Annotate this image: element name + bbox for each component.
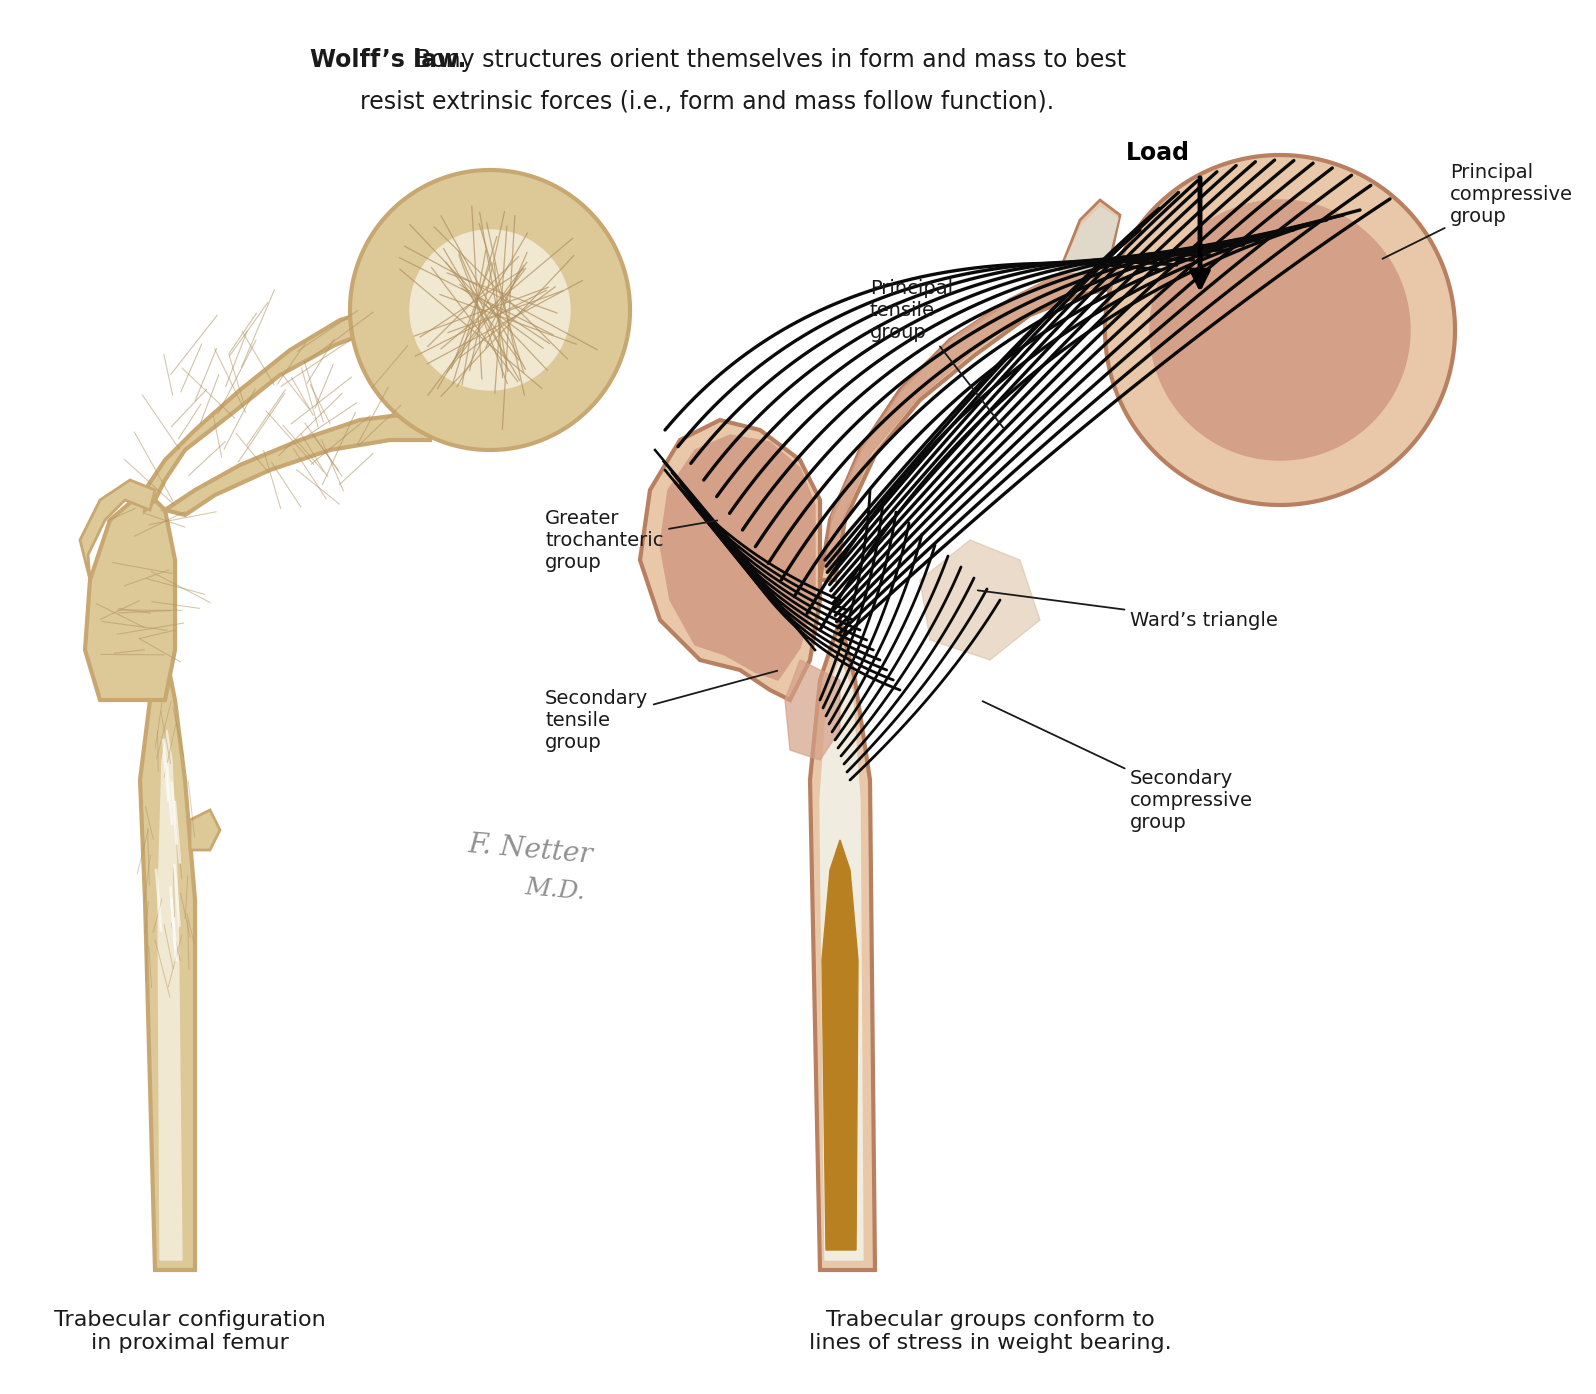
Text: Bony structures orient themselves in form and mass to best: Bony structures orient themselves in for… xyxy=(310,47,1127,72)
Polygon shape xyxy=(145,305,389,510)
Text: Load: Load xyxy=(1127,141,1191,164)
Polygon shape xyxy=(85,491,176,700)
Polygon shape xyxy=(350,170,630,450)
Text: M.D.: M.D. xyxy=(523,875,586,905)
Polygon shape xyxy=(1151,199,1409,460)
Polygon shape xyxy=(820,265,1130,580)
Text: Principal
tensile
group: Principal tensile group xyxy=(870,279,1004,428)
Polygon shape xyxy=(820,659,863,1260)
Polygon shape xyxy=(640,420,820,700)
Polygon shape xyxy=(822,841,859,1250)
Polygon shape xyxy=(811,620,875,1270)
Polygon shape xyxy=(1060,199,1120,275)
Text: Wolff’s law.: Wolff’s law. xyxy=(310,47,466,72)
Polygon shape xyxy=(190,810,220,850)
Polygon shape xyxy=(158,730,182,1260)
Text: Principal
compressive
group: Principal compressive group xyxy=(1382,163,1574,259)
Text: Secondary
compressive
group: Secondary compressive group xyxy=(983,701,1253,831)
Text: Ward’s triangle: Ward’s triangle xyxy=(978,591,1278,630)
Text: Trabecular groups conform to
lines of stress in weight bearing.: Trabecular groups conform to lines of st… xyxy=(809,1310,1171,1354)
Polygon shape xyxy=(80,480,155,580)
Text: resist extrinsic forces (i.e., form and mass follow function).: resist extrinsic forces (i.e., form and … xyxy=(361,91,1053,114)
Polygon shape xyxy=(661,435,816,680)
Polygon shape xyxy=(410,230,570,390)
Text: Trabecular configuration
in proximal femur: Trabecular configuration in proximal fem… xyxy=(54,1310,326,1354)
Polygon shape xyxy=(164,415,429,514)
Polygon shape xyxy=(825,263,1125,573)
Polygon shape xyxy=(919,539,1041,659)
Polygon shape xyxy=(785,659,839,760)
Polygon shape xyxy=(140,650,195,1270)
Polygon shape xyxy=(1060,206,1119,273)
Text: Greater
trochanteric
group: Greater trochanteric group xyxy=(544,509,717,572)
Polygon shape xyxy=(1104,155,1456,505)
Text: F. Netter: F. Netter xyxy=(466,831,594,868)
Text: Secondary
tensile
group: Secondary tensile group xyxy=(544,671,777,751)
